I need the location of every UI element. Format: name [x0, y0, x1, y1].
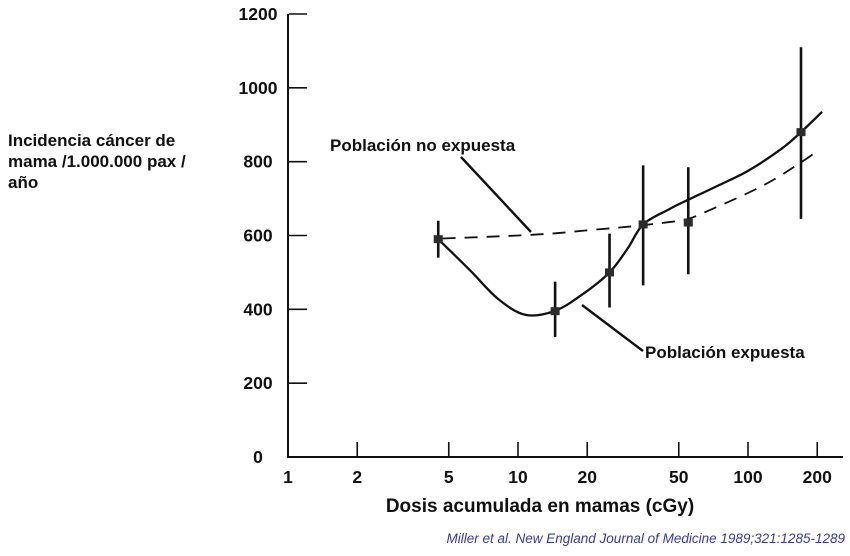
leader-line: [581, 304, 644, 352]
x-tick-label: 1: [283, 467, 293, 487]
y-axis-ticks: 0 200 400 600 800 1000 1200: [239, 4, 307, 467]
citation-text: Miller et al. New England Journal of Med…: [446, 531, 845, 546]
data-point-marker: [683, 218, 693, 227]
axes: [287, 14, 843, 458]
y-tick-label: 200: [243, 373, 272, 393]
x-tick-label: 100: [733, 467, 762, 487]
data-point-marker: [605, 268, 615, 277]
x-tick-label: 20: [578, 467, 598, 487]
x-tick-label: 200: [803, 467, 832, 487]
y-axis-title-line-3: año: [8, 173, 39, 192]
y-tick-label: 0: [253, 447, 263, 467]
data-point-marker: [638, 220, 648, 229]
leader-line: [460, 156, 532, 233]
data-point-marker: [433, 235, 443, 244]
x-axis-ticks: 1 2 5 10 20 50 100 200: [283, 442, 832, 487]
annotation-poblacion-no-expuesta: Población no expuesta: [330, 136, 516, 155]
curve-poblacion-no-expuesta: [442, 148, 821, 240]
x-tick-label: 50: [669, 467, 689, 487]
y-tick-label: 1200: [239, 4, 278, 24]
y-axis-title-line-2: mama /1.000.000 pax /: [8, 152, 186, 171]
y-tick-label: 400: [243, 299, 272, 319]
x-tick-label: 5: [444, 467, 454, 487]
y-tick-label: 800: [243, 152, 272, 172]
curve-poblacion-expuesta: [437, 110, 823, 317]
y-tick-label: 600: [243, 226, 272, 246]
annotation-poblacion-expuesta: Población expuesta: [645, 343, 805, 362]
data-point-marker: [550, 307, 560, 316]
data-point-markers: [433, 128, 806, 316]
x-axis-title: Dosis acumulada en mamas (cGy): [385, 496, 695, 517]
y-axis-title: Incidencia cáncer de mama /1.000.000 pax…: [8, 130, 186, 193]
x-tick-label: 10: [508, 467, 528, 487]
annotation-leader-lines: [460, 156, 644, 352]
y-axis-title-line-1: Incidencia cáncer de: [8, 131, 176, 150]
data-point-marker: [796, 128, 806, 137]
y-tick-label: 1000: [239, 78, 278, 98]
x-tick-label: 2: [352, 467, 362, 487]
